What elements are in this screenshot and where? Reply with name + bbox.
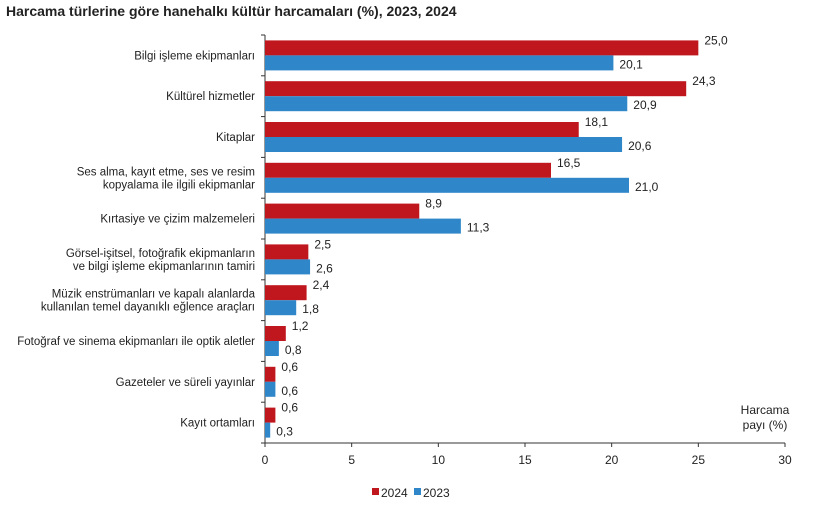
legend-label-2024: 2024: [381, 486, 408, 500]
x-tick-label: 30: [778, 453, 792, 467]
bar-2024: [265, 81, 687, 97]
data-label-2023: 11,3: [467, 221, 490, 235]
data-label-2024: 24,3: [692, 74, 716, 88]
category-label: Müzik enstrümanları ve kapalı alanlarda: [52, 289, 256, 301]
bar-2023: [265, 218, 461, 234]
category-label: Bilgi işleme ekipmanları: [134, 50, 255, 62]
x-tick-label: 25: [692, 453, 706, 467]
data-label-2024: 1,2: [292, 319, 309, 333]
data-label-2024: 8,9: [425, 197, 442, 211]
category-label: kopyalama ile ilgili ekipmanlar: [103, 179, 255, 191]
x-axis-label: Harcama: [741, 403, 790, 417]
data-label-2024: 16,5: [557, 156, 581, 170]
x-axis-label: payı (%): [743, 418, 788, 432]
bar-2023: [265, 300, 297, 316]
data-label-2024: 25,0: [704, 33, 728, 47]
data-label-2023: 20,1: [619, 57, 643, 71]
category-label: Kayıt ortamları: [180, 418, 255, 430]
legend-swatch-2023: [414, 488, 421, 495]
bar-2023: [265, 177, 629, 193]
bar-2023: [265, 96, 628, 112]
category-label: Görsel-işitsel, fotoğrafik ekipmanların: [66, 248, 255, 260]
category-label: Kırtasiye ve çizim malzemeleri: [100, 214, 255, 226]
bar-2024: [265, 244, 309, 260]
category-label: Kültürel hizmetler: [166, 91, 255, 103]
data-label-2024: 0,6: [281, 401, 298, 415]
data-label-2023: 1,8: [302, 302, 319, 316]
data-label-2023: 20,6: [628, 139, 652, 153]
category-label: Kitaplar: [216, 132, 255, 144]
category-label: kullanılan temel dayanıklı eğlence araçl…: [41, 302, 255, 314]
category-label: ve bilgi işleme ekipmanlarının tamiri: [73, 261, 255, 273]
data-label-2023: 2,6: [316, 261, 333, 275]
data-label-2023: 21,0: [635, 180, 659, 194]
bar-2024: [265, 407, 276, 423]
x-tick-label: 20: [605, 453, 619, 467]
bar-2024: [265, 203, 420, 219]
x-tick-label: 5: [348, 453, 355, 467]
legend-label-2023: 2023: [423, 486, 450, 500]
x-tick-label: 10: [432, 453, 446, 467]
data-label-2023: 0,3: [276, 425, 293, 439]
bar-2023: [265, 55, 614, 71]
bar-2023: [265, 422, 271, 438]
data-label-2024: 2,5: [314, 237, 331, 251]
category-label: Fotoğraf ve sinema ekipmanları ile optik…: [17, 336, 255, 348]
chart-title: Harcama türlerine göre hanehalkı kültür …: [6, 3, 457, 19]
bar-2023: [265, 259, 311, 275]
legend-swatch-2024: [372, 488, 379, 495]
bar-2023: [265, 341, 279, 356]
data-label-2024: 18,1: [585, 115, 609, 129]
data-label-2024: 0,6: [281, 360, 298, 374]
category-label: Gazeteler ve süreli yayınlar: [116, 377, 256, 389]
bar-2024: [265, 40, 699, 56]
bar-2024: [265, 122, 579, 137]
data-label-2024: 2,4: [313, 278, 330, 292]
bar-2023: [265, 137, 623, 152]
bar-2024: [265, 162, 551, 178]
bar-2024: [265, 285, 307, 301]
data-label-2023: 0,6: [281, 384, 298, 398]
category-label: Ses alma, kayıt etme, ses ve resim: [77, 166, 255, 178]
bar-2024: [265, 326, 286, 341]
data-label-2023: 0,8: [285, 343, 302, 357]
x-tick-label: 15: [518, 453, 532, 467]
bar-2024: [265, 366, 276, 382]
x-tick-label: 0: [262, 453, 269, 467]
data-label-2023: 20,9: [633, 98, 657, 112]
bar-2023: [265, 381, 276, 397]
